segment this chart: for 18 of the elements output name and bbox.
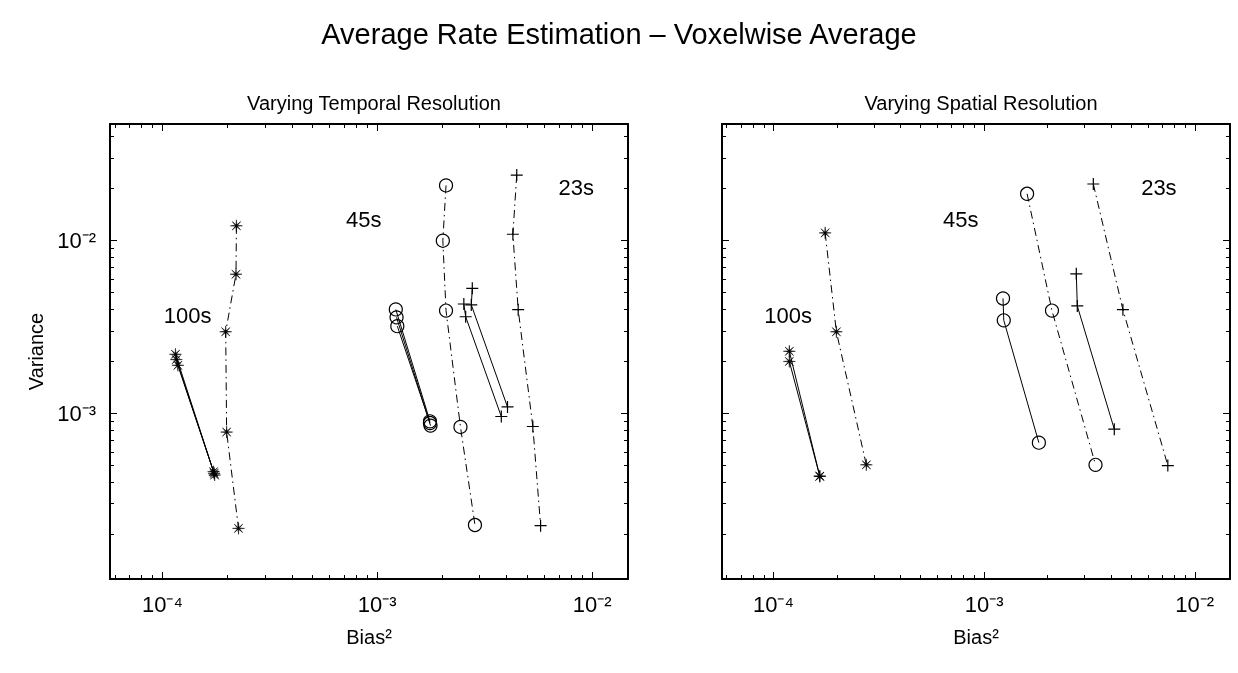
chart-title: Varying Temporal Resolution (247, 92, 501, 114)
x-axis-title: Bias² (346, 626, 393, 648)
annotation: 23s (558, 175, 594, 201)
x-tick-label: 10⁻² (572, 591, 612, 617)
y-axis-title: Variance (25, 312, 48, 391)
x-tick-label: 10⁻⁴ (752, 591, 794, 617)
annotation: 45s (346, 207, 382, 233)
x-tick-label: 10⁻⁴ (141, 591, 183, 617)
annotation: 100s (163, 302, 212, 328)
annotation: 45s (943, 207, 979, 233)
x-tick-label: 10⁻³ (357, 591, 397, 617)
annotation: 23s (1141, 175, 1177, 201)
text: Average Rate Estimation – Voxelwise Average (320, 18, 918, 51)
annotation: 100s (764, 302, 812, 328)
x-tick-label: 10⁻³ (964, 591, 1004, 617)
x-tick-label: 10⁻² (1175, 591, 1215, 617)
x-axis-title: Bias² (953, 626, 1000, 648)
chart-title: Varying Spatial Resolution (864, 92, 1098, 114)
